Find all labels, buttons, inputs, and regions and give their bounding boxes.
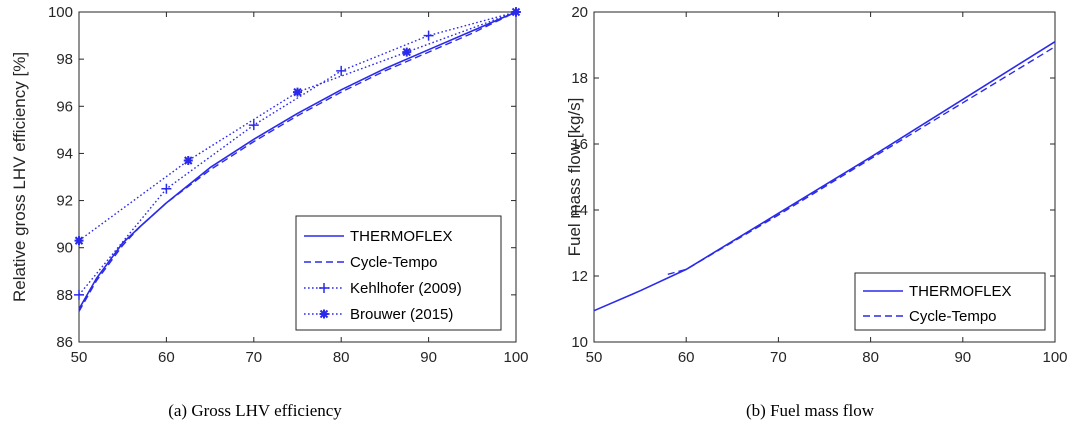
x-tick-label: 90 xyxy=(420,349,437,366)
point-3-4 xyxy=(511,7,521,17)
x-tick-label: 80 xyxy=(333,349,350,366)
x-tick-label: 100 xyxy=(503,349,528,366)
y-tick-label: 12 xyxy=(571,268,588,285)
chart-gross-lhv-efficiency: 50 60 70 80 90 100 86 88 90 92 94 96 98 100 Relative g… xyxy=(10,4,529,420)
legend-label-2: Kehlhofer (2009) xyxy=(350,280,462,297)
y-axis-label: Fuel mass flow [kg/s] xyxy=(565,98,584,257)
series-line-0 xyxy=(78,11,517,310)
x-tick-label: 70 xyxy=(770,349,787,366)
point-legend3-0 xyxy=(319,309,329,319)
y-tick-label: 90 xyxy=(56,240,73,257)
point-3-3 xyxy=(402,47,412,57)
chart-caption: (a) Gross LHV efficiency xyxy=(168,401,342,420)
x-tick-label: 50 xyxy=(71,349,88,366)
y-axis-label: Relative gross LHV efficiency [%] xyxy=(10,52,29,302)
x-tick-label: 100 xyxy=(1042,349,1067,366)
chart-caption: (b) Fuel mass flow xyxy=(746,401,875,420)
y-tick-label: 88 xyxy=(56,287,73,304)
legend-label-0: THERMOFLEX xyxy=(350,228,453,245)
y-tick-label: 16 xyxy=(571,136,588,153)
legend-label-0: THERMOFLEX xyxy=(909,283,1012,300)
series-line-1 xyxy=(78,11,517,312)
x-tick-label: 90 xyxy=(954,349,971,366)
y-tick-label: 94 xyxy=(56,145,73,162)
x-tick-label: 60 xyxy=(678,349,695,366)
legend-box xyxy=(295,215,502,331)
y-tick-label: 20 xyxy=(571,4,588,21)
series-line-2 xyxy=(78,11,517,296)
chart-fuel-mass-flow: 50 60 70 80 90 100 10 12 14 16 18 20 Fuel mass flow … xyxy=(565,4,1068,420)
point-2-3 xyxy=(336,65,347,76)
point-2-4 xyxy=(423,30,434,41)
series-line-1 xyxy=(667,46,1056,275)
x-tick-label: 60 xyxy=(158,349,175,366)
y-tick-label: 100 xyxy=(48,4,73,21)
y-tick-label: 18 xyxy=(571,70,588,87)
legend-label-3: Brouwer (2015) xyxy=(350,306,453,323)
y-tick-label: 86 xyxy=(56,334,73,351)
point-2-2 xyxy=(248,120,259,131)
x-tick-label: 80 xyxy=(862,349,879,366)
legend-box xyxy=(854,272,1046,331)
y-tick-label: 96 xyxy=(56,98,73,115)
point-3-1 xyxy=(183,156,193,165)
legend-label-1: Cycle-Tempo xyxy=(350,254,438,271)
y-tick-label: 10 xyxy=(571,334,588,351)
point-2-0 xyxy=(74,289,84,300)
y-tick-label: 92 xyxy=(56,193,73,210)
x-tick-label: 70 xyxy=(245,349,262,366)
legend-label-1: Cycle-Tempo xyxy=(909,308,997,325)
point-3-2 xyxy=(293,87,302,97)
y-tick-label: 98 xyxy=(56,51,73,68)
point-2-1 xyxy=(161,183,172,194)
series-line-0 xyxy=(593,41,1056,312)
x-tick-label: 50 xyxy=(586,349,603,366)
y-tick-label: 14 xyxy=(571,202,588,219)
point-3-0 xyxy=(74,236,84,246)
point-legend2-0 xyxy=(319,283,329,293)
